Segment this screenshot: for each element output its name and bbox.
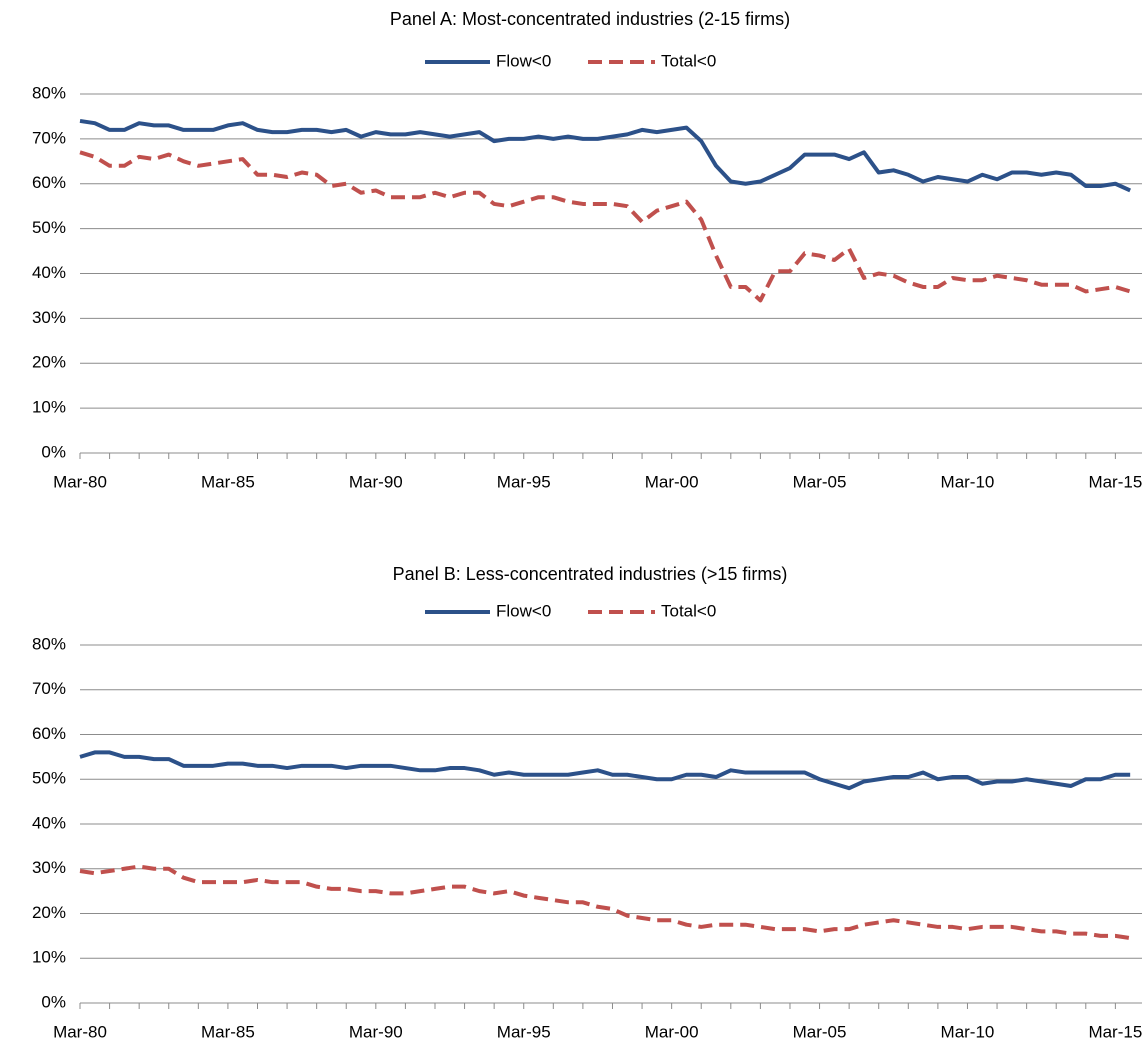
x-tick-label: Mar-00	[645, 1022, 699, 1041]
x-tick-label: Mar-15	[1088, 472, 1142, 491]
x-tick-label: Mar-95	[497, 1022, 551, 1041]
y-tick-label: 20%	[32, 353, 66, 372]
chart-title: Panel B: Less-concentrated industries (>…	[393, 564, 788, 584]
x-tick-label: Mar-15	[1088, 1022, 1142, 1041]
y-tick-label: 80%	[32, 83, 66, 102]
legend-label: Total<0	[661, 601, 716, 620]
y-tick-label: 70%	[32, 128, 66, 147]
y-tick-label: 50%	[32, 769, 66, 788]
y-tick-label: 0%	[41, 442, 66, 461]
x-tick-label: Mar-00	[645, 472, 699, 491]
y-tick-label: 80%	[32, 634, 66, 653]
x-tick-label: Mar-80	[53, 472, 107, 491]
legend-label: Flow<0	[496, 601, 551, 620]
legend-label: Flow<0	[496, 51, 551, 70]
x-tick-label: Mar-85	[201, 472, 255, 491]
x-tick-label: Mar-05	[793, 472, 847, 491]
y-tick-label: 0%	[41, 992, 66, 1011]
x-tick-label: Mar-05	[793, 1022, 847, 1041]
x-tick-label: Mar-10	[941, 472, 995, 491]
chart-title: Panel A: Most-concentrated industries (2…	[390, 9, 790, 29]
y-tick-label: 40%	[32, 813, 66, 832]
series-line	[79, 118, 1131, 193]
y-tick-label: 60%	[32, 724, 66, 743]
y-tick-label: 10%	[32, 948, 66, 967]
y-tick-label: 40%	[32, 263, 66, 282]
y-tick-label: 30%	[32, 308, 66, 327]
y-tick-label: 20%	[32, 903, 66, 922]
x-tick-label: Mar-80	[53, 1022, 107, 1041]
x-tick-label: Mar-90	[349, 1022, 403, 1041]
y-tick-label: 50%	[32, 218, 66, 237]
series-line	[79, 864, 1131, 941]
y-tick-label: 70%	[32, 679, 66, 698]
x-tick-label: Mar-90	[349, 472, 403, 491]
x-tick-label: Mar-95	[497, 472, 551, 491]
y-tick-label: 60%	[32, 173, 66, 192]
series-line	[79, 750, 1131, 791]
series-line	[79, 150, 1131, 303]
legend-label: Total<0	[661, 51, 716, 70]
x-tick-label: Mar-85	[201, 1022, 255, 1041]
y-tick-label: 10%	[32, 398, 66, 417]
y-tick-label: 30%	[32, 858, 66, 877]
x-tick-label: Mar-10	[941, 1022, 995, 1041]
